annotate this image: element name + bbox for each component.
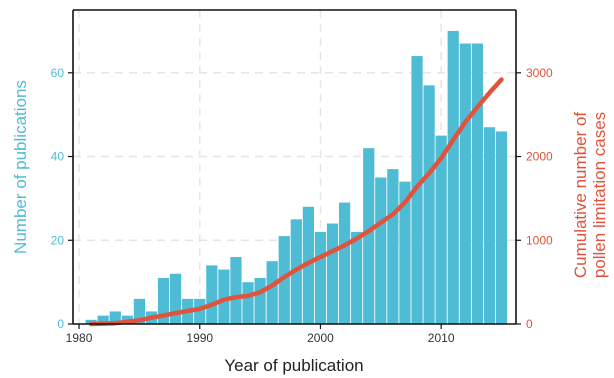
cumulative-line	[88, 77, 504, 327]
bar-1982	[97, 315, 109, 324]
bar-series	[85, 30, 508, 325]
bar-2009	[423, 85, 435, 324]
bar-1991	[206, 265, 218, 324]
bar-2013	[471, 43, 483, 324]
left-tick-label-60: 60	[51, 66, 65, 80]
bar-2007	[399, 181, 411, 324]
left-tick-label-40: 40	[51, 150, 65, 164]
tick-labels: 0 20 40 60 0 1000 2000 3000 1980 1990 2000 2010	[51, 66, 553, 345]
line-series	[88, 77, 504, 327]
bar-2003	[351, 231, 363, 324]
bar-1983	[109, 311, 121, 324]
bar-1990	[194, 298, 206, 324]
right-tick-label-1000: 1000	[526, 233, 553, 247]
right-tick-label-3000: 3000	[526, 66, 553, 80]
bar-1992	[218, 269, 230, 324]
bar-2006	[387, 169, 399, 324]
bar-2000	[314, 231, 327, 324]
bar-1997	[278, 236, 290, 324]
bar-2001	[326, 223, 339, 324]
bar-1985	[133, 298, 146, 324]
x-tick-label-2010: 2010	[428, 331, 455, 345]
bar-1988	[169, 273, 182, 324]
bar-2002	[338, 202, 351, 324]
bar-2010	[435, 135, 447, 324]
x-tick-label-1990: 1990	[186, 331, 213, 345]
bar-1996	[266, 261, 278, 324]
bar-2015	[495, 131, 508, 324]
bar-2012	[459, 43, 471, 324]
bar-1993	[230, 257, 242, 324]
axes	[68, 9, 521, 329]
x-tick-label-1980: 1980	[66, 331, 93, 345]
right-tick-label-0: 0	[526, 317, 533, 331]
right-axis-title-line-1: Cumulative number of	[571, 112, 590, 279]
bar-2005	[375, 177, 387, 324]
bar-1995	[254, 277, 266, 324]
bar-1994	[242, 282, 254, 324]
left-tick-label-0: 0	[57, 317, 64, 331]
x-axis-title: Year of publication	[224, 356, 363, 375]
left-axis-title: Number of publications	[11, 80, 30, 254]
bar-2011	[447, 30, 459, 325]
right-tick-label-2000: 2000	[526, 150, 553, 164]
bar-2004	[363, 148, 375, 324]
bar-2014	[483, 127, 496, 324]
right-axis-title-line-2: pollen limitation cases	[590, 112, 609, 278]
bar-1987	[157, 277, 170, 324]
x-tick-label-2000: 2000	[307, 331, 334, 345]
left-tick-label-20: 20	[51, 233, 65, 247]
